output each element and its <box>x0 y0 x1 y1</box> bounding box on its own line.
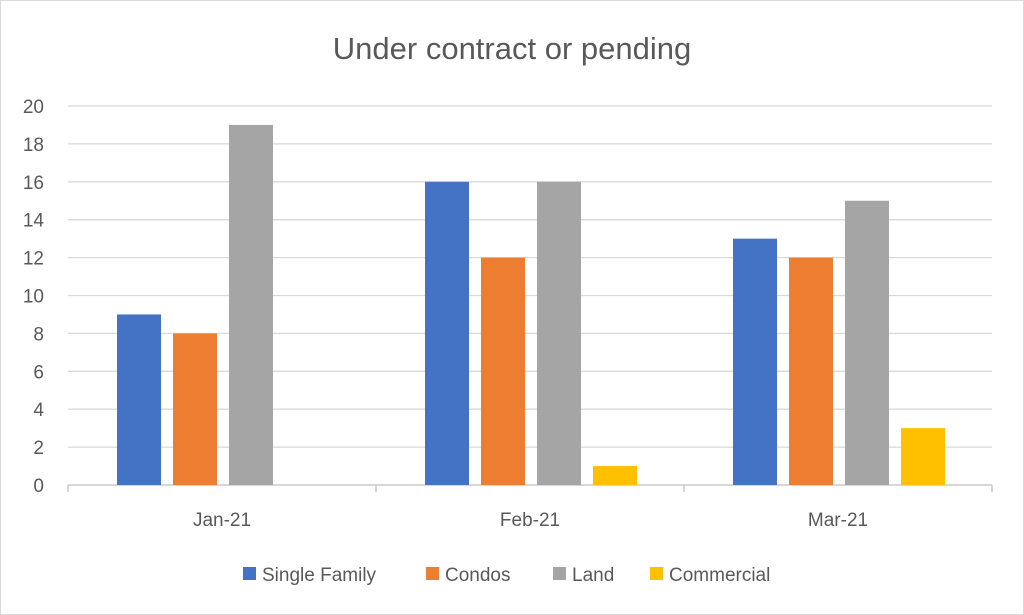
bar-condos <box>789 257 833 485</box>
bar-single-family <box>117 314 161 485</box>
y-tick-label: 6 <box>33 362 44 383</box>
y-tick-label: 14 <box>23 211 45 232</box>
y-tick-label: 18 <box>23 135 44 156</box>
legend-label: Condos <box>445 565 511 586</box>
legend-label: Land <box>572 565 614 586</box>
y-tick-label: 20 <box>23 97 44 118</box>
y-tick-label: 0 <box>33 476 44 497</box>
bar-single-family <box>425 181 469 486</box>
bar-condos <box>173 333 217 485</box>
bar-land <box>845 200 889 485</box>
y-tick-label: 4 <box>33 400 44 421</box>
legend-label: Commercial <box>669 565 770 586</box>
legend-label: Single Family <box>262 565 377 586</box>
y-tick-label: 16 <box>23 173 44 194</box>
y-tick-label: 2 <box>33 438 44 459</box>
y-tick-label: 10 <box>23 287 44 308</box>
y-tick-label: 12 <box>23 249 44 270</box>
chart-title: Under contract or pending <box>333 31 691 66</box>
legend-swatch <box>650 567 663 580</box>
x-tick-label: Feb-21 <box>500 510 560 531</box>
bar-land <box>537 181 581 486</box>
bar-commercial <box>593 466 637 485</box>
x-tick-label: Jan-21 <box>193 510 251 531</box>
bar-land <box>229 124 273 485</box>
legend-swatch <box>243 567 256 580</box>
x-tick-label: Mar-21 <box>808 510 868 531</box>
legend-swatch <box>426 567 439 580</box>
bar-condos <box>481 257 525 485</box>
y-tick-label: 8 <box>33 324 44 345</box>
legend-swatch <box>553 567 566 580</box>
bar-commercial <box>901 428 945 485</box>
bar-single-family <box>733 238 777 485</box>
